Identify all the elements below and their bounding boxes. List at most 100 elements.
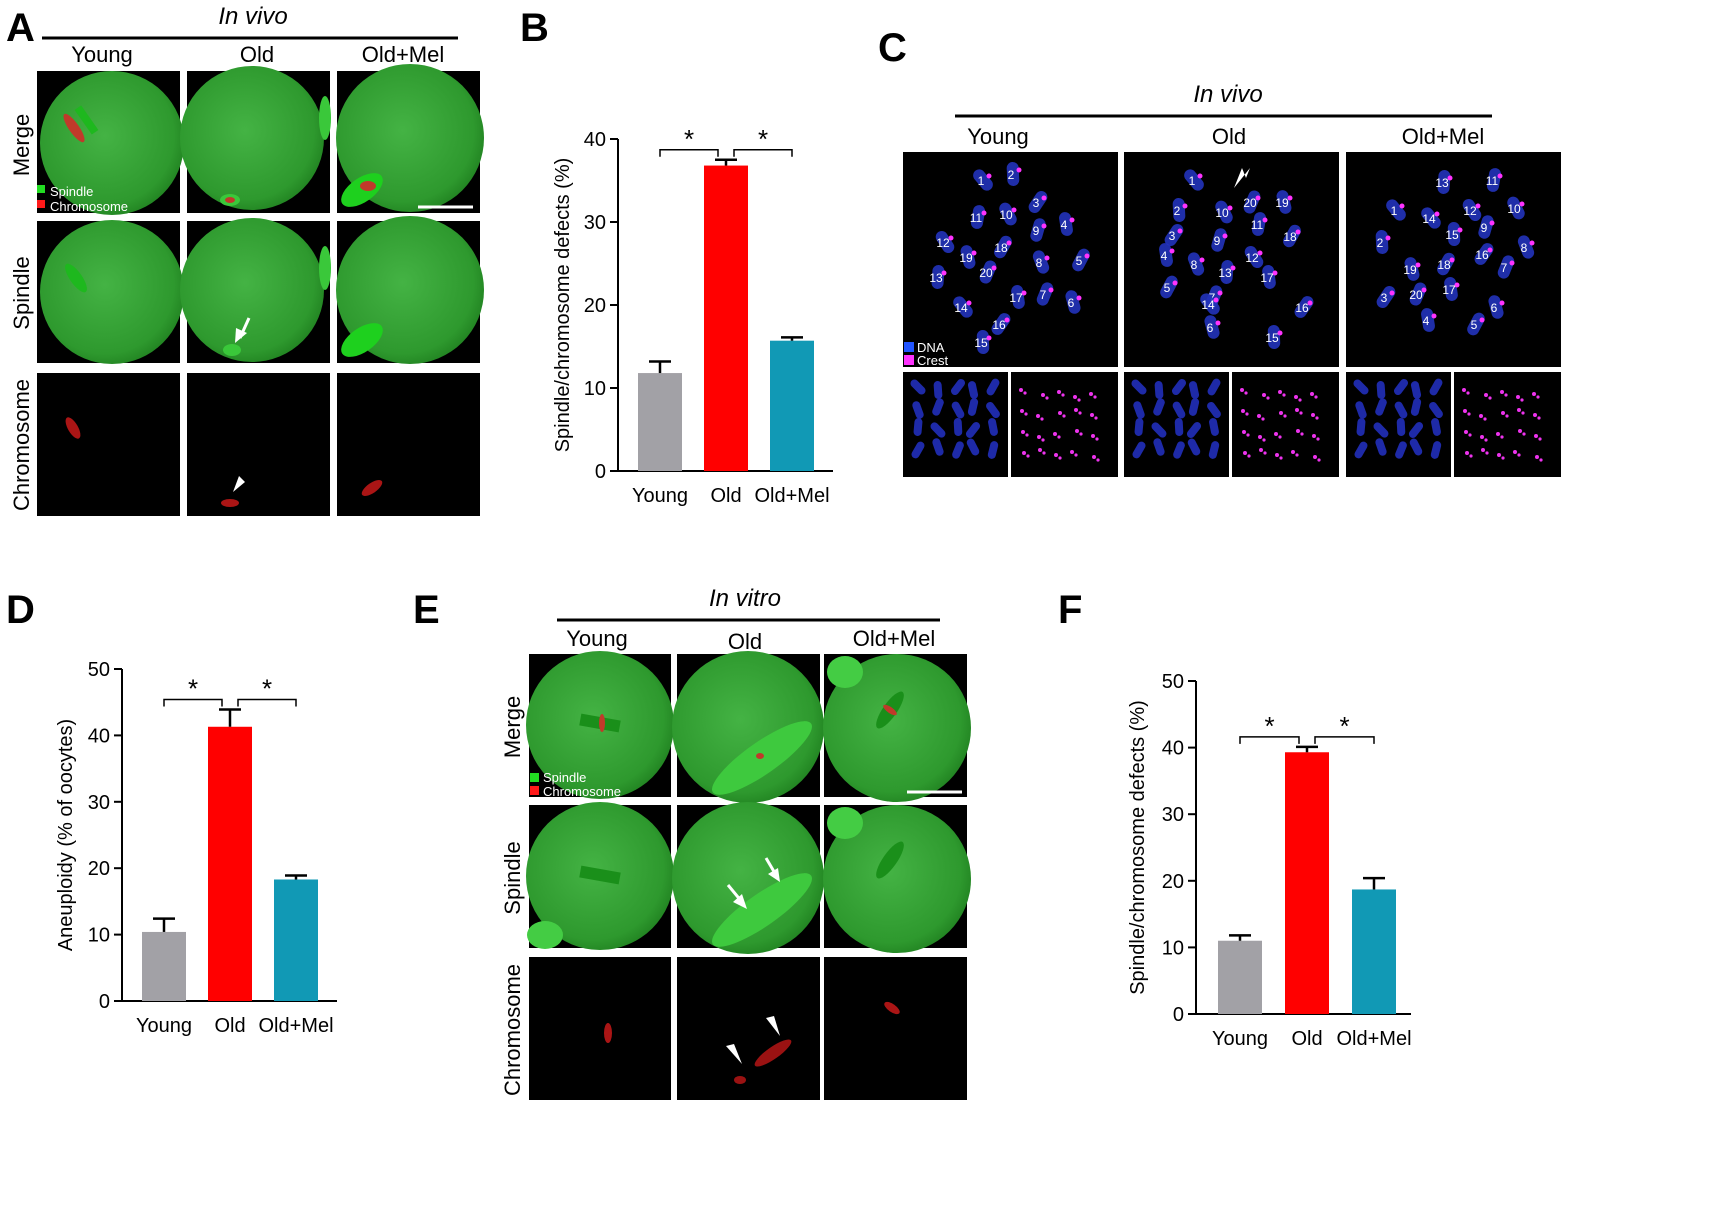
kinetochore <box>1457 227 1463 233</box>
chromosome <box>1036 282 1054 306</box>
chromosome-number: 2 <box>1377 236 1384 250</box>
kinetochore <box>1213 297 1219 303</box>
kinetochore <box>1262 393 1266 397</box>
chromosome <box>1386 199 1406 221</box>
kinetochore <box>1467 412 1471 416</box>
kinetochore <box>1240 388 1244 392</box>
panel-a-col-oldmel: Old+Mel <box>362 42 445 67</box>
kinetochore <box>1053 432 1057 436</box>
bar <box>208 726 252 1001</box>
kinetochore <box>991 265 997 271</box>
chromosome-number: 3 <box>1381 291 1388 305</box>
panel-c-col-young: Young <box>967 124 1029 149</box>
chromosome <box>932 398 944 416</box>
chromosome <box>1373 422 1389 438</box>
kinetochore <box>1024 412 1028 416</box>
kinetochore <box>1520 398 1524 402</box>
bar <box>1285 752 1329 1014</box>
chromosome <box>1065 290 1081 314</box>
chromosome <box>1421 308 1435 332</box>
chromosome <box>966 438 980 456</box>
kinetochore <box>1462 388 1466 392</box>
chromosome-number: 3 <box>1033 196 1040 210</box>
panel-e-row-merge: Merge <box>500 696 525 758</box>
kinetochore <box>1074 453 1078 457</box>
chromosome <box>1354 441 1368 459</box>
kinetochore <box>1539 458 1543 462</box>
chromosome <box>933 381 943 399</box>
kinetochore <box>1246 433 1250 437</box>
x-tick-label: Young <box>632 485 688 507</box>
chromosome <box>1393 379 1409 395</box>
y-axis-title: Spindle/chromosome defects (%) <box>1127 700 1149 995</box>
kinetochore <box>1096 458 1100 462</box>
chromosome <box>1153 438 1165 456</box>
chromosome <box>1431 418 1441 436</box>
arrowhead-icon <box>766 1016 780 1036</box>
kinetochore <box>1262 438 1266 442</box>
chromosome <box>1131 379 1147 395</box>
kinetochore <box>1259 448 1263 452</box>
panel-e-image-chromosome-old <box>677 957 820 1100</box>
chromosome <box>1404 257 1420 281</box>
kinetochore <box>1041 393 1045 397</box>
kinetochore <box>1197 173 1203 179</box>
chromosome-number: 12 <box>1463 204 1477 218</box>
panel-e-legend-spindle: Spindle <box>543 770 586 785</box>
kinetochore <box>1021 430 1025 434</box>
panel-a-row-chromosome: Chromosome <box>9 379 34 511</box>
chromosome-number: 13 <box>1435 176 1449 190</box>
chromosome <box>1410 398 1422 416</box>
kinetochore <box>1484 393 1488 397</box>
chromosome <box>1059 212 1073 236</box>
kinetochore <box>1291 450 1295 454</box>
chromosome <box>950 379 966 395</box>
significance-bracket <box>659 149 719 157</box>
y-tick-label: 50 <box>1162 671 1184 693</box>
kinetochore <box>1041 438 1045 442</box>
kinetochore <box>1262 217 1268 223</box>
chromosome-number: 6 <box>1207 321 1214 335</box>
chart-d: 0 10 20 30 40 50 Aneuploidy (% of oocytes) Youn… <box>55 659 337 1037</box>
panel-letter-c: C <box>878 26 907 70</box>
kinetochore <box>1485 451 1489 455</box>
chart-b: 0 10 20 30 40 Spindle/chromosome defects (%) Y… <box>552 124 833 507</box>
kinetochore <box>981 210 987 216</box>
kinetochore <box>1016 167 1022 173</box>
kinetochore <box>1042 451 1046 455</box>
kinetochore <box>1311 413 1315 417</box>
chromosome-number: 15 <box>974 336 988 350</box>
chromosome-number: 20 <box>1243 196 1257 210</box>
kinetochore <box>1037 435 1041 439</box>
chromosome <box>1207 378 1221 396</box>
chromosome <box>910 379 926 395</box>
chromosome <box>986 401 1000 419</box>
chromosome <box>976 330 990 354</box>
chromosome <box>935 230 955 254</box>
panel-a-image-chromosome-old <box>187 373 330 516</box>
kinetochore <box>1500 390 1504 394</box>
kinetochore <box>1076 295 1082 301</box>
chromosome-number: 12 <box>1245 251 1259 265</box>
chromosome-number: 10 <box>999 208 1013 222</box>
chromosome <box>986 378 1000 396</box>
kinetochore <box>1536 395 1540 399</box>
kinetochore <box>1497 173 1503 179</box>
chromosome <box>967 398 979 416</box>
y-tick-label: 0 <box>595 461 606 483</box>
chromosome <box>1462 198 1482 222</box>
chromosome <box>1243 190 1261 214</box>
kinetochore <box>1509 260 1515 266</box>
kinetochore <box>1314 395 1318 399</box>
kinetochore <box>1169 248 1175 254</box>
kinetochore <box>1501 456 1505 460</box>
kinetochore <box>1092 455 1096 459</box>
kinetochore <box>1295 453 1299 457</box>
chromosome <box>911 441 925 459</box>
chromosome <box>1244 245 1264 269</box>
chromosome <box>912 401 924 419</box>
chromosome <box>951 401 965 419</box>
chromosome <box>1488 295 1504 319</box>
kinetochore <box>1230 265 1236 271</box>
kinetochore <box>1519 201 1525 207</box>
